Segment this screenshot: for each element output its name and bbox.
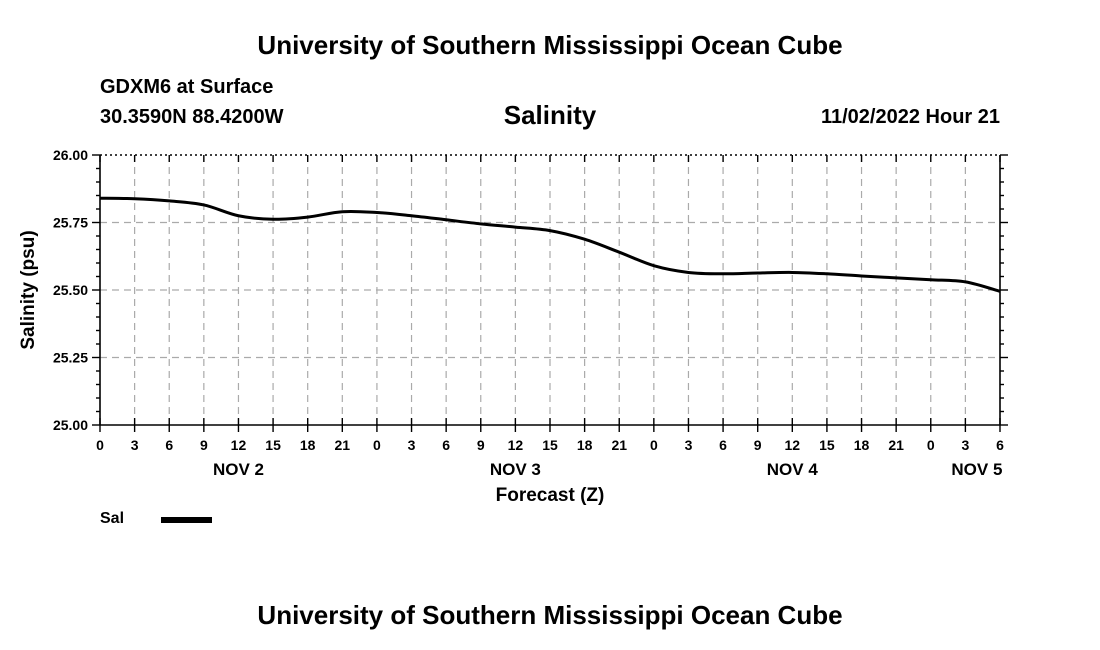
- x-tick-label: 18: [577, 437, 593, 453]
- x-tick-label: 0: [927, 437, 935, 453]
- x-tick-label: 18: [300, 437, 316, 453]
- x-tick-label: 12: [231, 437, 247, 453]
- y-tick-label: 25.75: [53, 215, 88, 231]
- forecast-run-time: 11/02/2022 Hour 21: [820, 106, 1000, 128]
- series-line-sal: [99, 196, 1001, 293]
- x-tick-label: 12: [785, 437, 801, 453]
- x-tick-label: 6: [996, 437, 1004, 453]
- x-tick-label: 18: [854, 437, 870, 453]
- x-tick-label: 12: [508, 437, 524, 453]
- x-axis-title: Forecast (Z): [496, 485, 605, 506]
- y-tick-label: 26.00: [53, 147, 88, 163]
- day-label: NOV 3: [490, 460, 541, 479]
- x-tick-label: 6: [442, 437, 450, 453]
- x-tick-label: 9: [477, 437, 485, 453]
- y-tick-label: 25.00: [53, 417, 88, 433]
- day-label: NOV 2: [213, 460, 264, 479]
- x-tick-label: 3: [961, 437, 969, 453]
- x-tick-label: 9: [754, 437, 762, 453]
- axis-labels: 0 3 6 9 12 15 18 21 0 3 6 9 12 15 18 21 0 3 6 9 12 15 18 21 0 3 6 2…: [18, 147, 1004, 506]
- axes: [92, 154, 1008, 432]
- grid-lines: [100, 155, 1000, 425]
- x-tick-label: 6: [165, 437, 173, 453]
- footer-title: University of Southern Mississippi Ocean…: [257, 600, 843, 630]
- x-tick-label: 15: [265, 437, 281, 453]
- x-tick-label: 6: [719, 437, 727, 453]
- y-axis-title: Salinity (psu): [18, 230, 39, 349]
- y-tick-label: 25.50: [53, 282, 88, 298]
- legend-line-swatch: [161, 517, 212, 523]
- station-label: GDXM6 at Surface: [100, 76, 274, 98]
- series-layer: [99, 196, 1001, 293]
- x-tick-label: 15: [542, 437, 558, 453]
- page-title: University of Southern Mississippi Ocean…: [257, 30, 843, 60]
- x-tick-label: 21: [611, 437, 627, 453]
- x-tick-label: 3: [408, 437, 416, 453]
- x-tick-label: 0: [373, 437, 381, 453]
- plot-title: Salinity: [503, 100, 597, 130]
- day-label: NOV 4: [767, 460, 819, 479]
- x-tick-label: 0: [650, 437, 658, 453]
- x-tick-label: 15: [819, 437, 835, 453]
- x-tick-label: 3: [131, 437, 139, 453]
- legend-label: Sal: [100, 510, 125, 527]
- y-tick-label: 25.25: [53, 350, 88, 366]
- x-tick-label: 21: [335, 437, 351, 453]
- x-tick-label: 3: [685, 437, 693, 453]
- station-coordinates: 30.3590N 88.4200W: [100, 106, 284, 128]
- x-tick-label: 9: [200, 437, 208, 453]
- x-tick-label: 0: [96, 437, 104, 453]
- day-label: NOV 5: [951, 460, 1002, 479]
- x-tick-label: 21: [888, 437, 904, 453]
